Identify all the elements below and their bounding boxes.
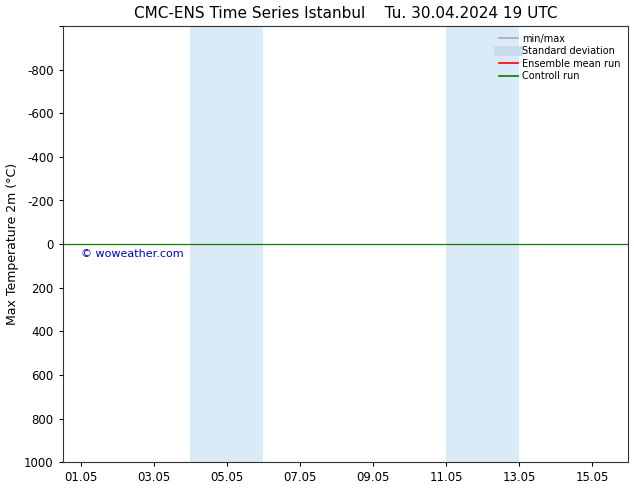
Text: © woweather.com: © woweather.com [81, 249, 184, 259]
Y-axis label: Max Temperature 2m (°C): Max Temperature 2m (°C) [6, 163, 18, 325]
Bar [446, 26, 519, 463]
Title: CMC-ENS Time Series Istanbul    Tu. 30.04.2024 19 UTC: CMC-ENS Time Series Istanbul Tu. 30.04.2… [134, 5, 557, 21]
Bar [190, 26, 264, 463]
Legend: min/max, Standard deviation, Ensemble mean run, Controll run: min/max, Standard deviation, Ensemble me… [496, 31, 624, 84]
